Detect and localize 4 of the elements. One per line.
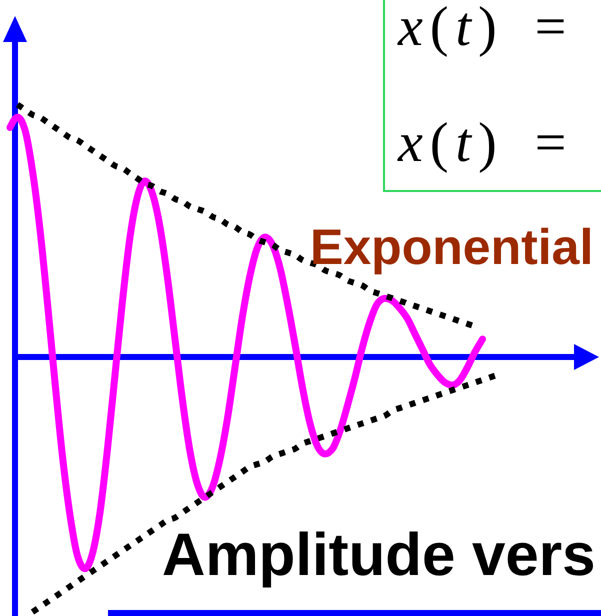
text: x(t) = <box>397 0 574 58</box>
annotation: Exponential <box>310 219 594 275</box>
annotation: Amplitude vers <box>162 521 596 588</box>
annotation: x(t) = <box>397 112 574 174</box>
